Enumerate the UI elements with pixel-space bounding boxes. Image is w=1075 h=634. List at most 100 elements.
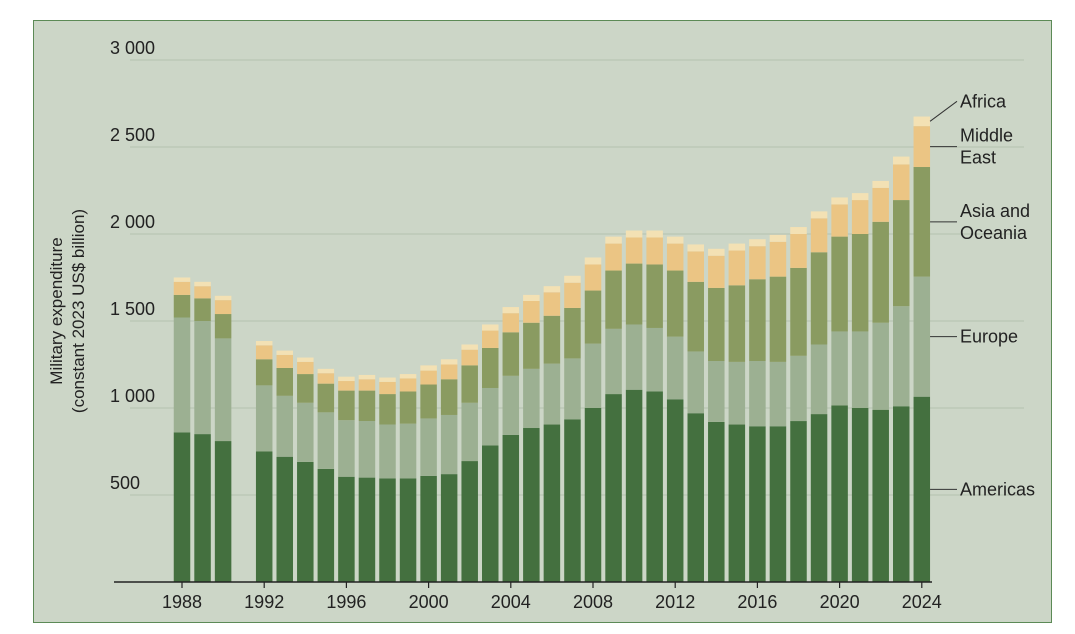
bar-americas-2005 [523,428,540,582]
bar-africa-2004 [502,307,520,314]
bar-americas-2000 [420,475,437,582]
bar-africa-2024 [913,116,931,127]
bar-europe-2008 [584,343,602,408]
bar-asia-and-oceania-1999 [399,391,417,424]
axes [114,581,932,588]
bar-africa-1998 [379,377,396,382]
legend-label-asia-and-oceania-line-1: Asia and [960,201,1030,221]
bar-middle-east-2008 [584,264,602,291]
bar-americas-2004 [502,434,520,582]
bar-europe-1998 [379,424,396,479]
x-tick-label-2016: 2016 [737,592,777,612]
bar-africa-2021 [851,193,869,201]
y-tick-label-500: 500 [110,473,140,493]
bar-europe-2015 [728,361,746,425]
x-tick-label-2020: 2020 [820,592,860,612]
bar-americas-2002 [461,461,478,582]
bar-asia-and-oceania-2009 [605,270,622,329]
bar-asia-and-oceania-2017 [769,276,787,362]
bar-americas-1996 [338,476,355,582]
bar-asia-and-oceania-1993 [276,367,293,396]
bar-africa-2015 [728,243,746,251]
bar-americas-2011 [646,391,663,582]
bar-asia-and-oceania-1989 [194,298,211,321]
bar-asia-and-oceania-2013 [687,281,704,352]
bar-europe-2007 [564,358,581,420]
bar-americas-2015 [728,424,746,582]
bar-americas-1994 [297,461,314,582]
bar-europe-1999 [399,423,417,479]
bar-europe-2009 [605,328,622,395]
bar-asia-and-oceania-2023 [893,200,910,307]
y-tick-label-2000: 2 000 [110,212,155,232]
bar-middle-east-2000 [420,370,437,385]
bar-europe-1997 [358,421,376,478]
bar-americas-2022 [872,409,889,582]
bar-africa-1996 [338,376,355,382]
bar-africa-2017 [769,234,787,242]
bar-europe-2011 [646,327,663,392]
bar-asia-and-oceania-2019 [810,252,828,345]
bar-middle-east-2007 [564,282,581,308]
bar-europe-1994 [297,402,314,462]
bar-americas-2006 [543,424,561,582]
bar-asia-and-oceania-2024 [913,167,931,277]
bar-americas-2001 [440,474,458,582]
bar-africa-2001 [440,359,458,365]
bar-africa-1995 [317,368,335,374]
legend-leader-africa [929,100,958,122]
bar-africa-2012 [666,236,684,244]
bar-middle-east-1995 [317,373,335,384]
bar-asia-and-oceania-2000 [420,384,437,419]
bar-africa-2006 [543,286,561,293]
bar-middle-east-1993 [276,354,293,368]
bar-americas-2024 [913,396,931,582]
bar-europe-1992 [255,385,273,452]
bar-middle-east-2010 [625,237,643,264]
bar-asia-and-oceania-2002 [461,365,478,403]
x-tick-label-2012: 2012 [655,592,695,612]
bar-asia-and-oceania-2018 [790,267,807,356]
bar-americas-2018 [790,421,807,582]
bar-asia-and-oceania-2021 [851,234,869,332]
bar-africa-2011 [646,230,663,238]
bar-middle-east-2015 [728,250,746,286]
bar-europe-2019 [810,344,828,415]
bar-africa-2014 [708,248,725,256]
bar-europe-2018 [790,355,807,422]
bar-americas-2008 [584,408,602,582]
bar-americas-2012 [666,399,684,582]
bar-africa-1989 [194,281,211,287]
x-tick-label-2008: 2008 [573,592,613,612]
bar-middle-east-1997 [358,379,376,391]
bar-asia-and-oceania-1995 [317,383,335,413]
bar-middle-east-2014 [708,255,725,288]
bar-asia-and-oceania-2005 [523,322,540,369]
bar-middle-east-2024 [913,126,931,168]
bar-middle-east-1988 [173,281,191,295]
bar-asia-and-oceania-1992 [255,359,273,386]
bar-europe-2022 [872,322,889,410]
bar-americas-2021 [851,408,869,582]
bar-africa-2003 [482,324,499,331]
stacked-bar-chart: 500 1 000 1 500 2 000 2 500 3 000 1988 1992 199… [47,38,1035,612]
y-tick-labels: 500 1 000 1 500 2 000 2 500 3 000 [110,38,155,493]
bar-middle-east-1998 [379,381,396,395]
bar-africa-1994 [297,357,314,362]
bar-africa-2005 [523,294,540,301]
bar-europe-2006 [543,363,561,425]
bar-middle-east-2009 [605,243,622,271]
legend-label-europe: Europe [960,327,1018,347]
bar-asia-and-oceania-2007 [564,307,581,359]
bar-asia-and-oceania-2006 [543,315,561,364]
bar-middle-east-1999 [399,378,417,392]
bar-europe-1993 [276,395,293,457]
bar-middle-east-2017 [769,241,787,277]
bar-middle-east-2012 [666,243,684,271]
chart-frame: 500 1 000 1 500 2 000 2 500 3 000 1988 1992 199… [33,20,1052,623]
bar-middle-east-1992 [255,345,273,360]
bar-middle-east-2021 [851,200,869,234]
bar-middle-east-1996 [338,381,355,391]
bar-europe-2010 [625,324,643,390]
bar-americas-2003 [482,445,499,582]
